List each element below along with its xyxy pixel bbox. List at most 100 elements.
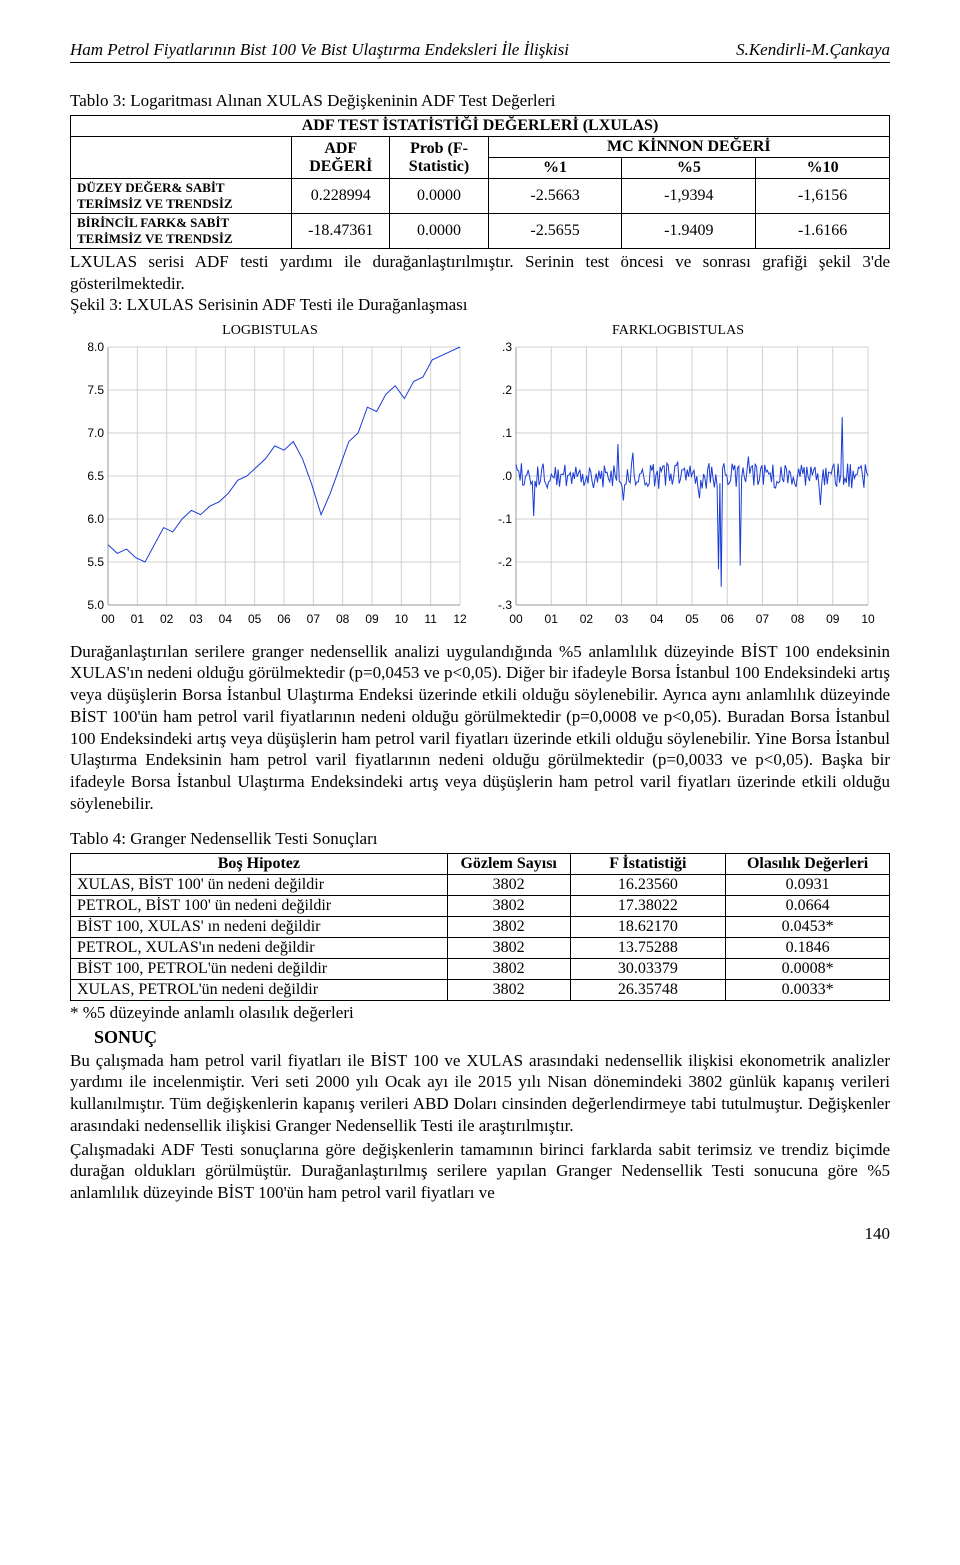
table-cell: BİST 100, XULAS' ın nedeni değildir <box>71 916 448 937</box>
para-after-t3: LXULAS serisi ADF testi yardımı ile dura… <box>70 251 890 295</box>
svg-text:06: 06 <box>277 612 291 626</box>
svg-text:08: 08 <box>791 612 805 626</box>
fig3-caption: Şekil 3: LXULAS Serisinin ADF Testi ile … <box>70 295 890 315</box>
table-row: BİST 100, XULAS' ın nedeni değildir38021… <box>71 916 890 937</box>
svg-text:09: 09 <box>365 612 379 626</box>
svg-text:00: 00 <box>509 612 523 626</box>
table-cell: 3802 <box>447 916 570 937</box>
figure-3: LOGBISTULAS 5.05.56.06.57.07.58.00001020… <box>70 319 890 629</box>
table-cell: 3802 <box>447 979 570 1000</box>
svg-text:6.0: 6.0 <box>87 512 104 526</box>
t3-r1-adf: -18.47361 <box>292 214 390 249</box>
svg-text:06: 06 <box>721 612 735 626</box>
table-cell: 13.75288 <box>570 937 726 958</box>
t3-row-0: DÜZEY DEĞER& SABİT TERİMSİZ VE TRENDSİZ … <box>71 179 890 214</box>
svg-text:.0: .0 <box>502 469 512 483</box>
table-cell: 3802 <box>447 874 570 895</box>
table-row: PETROL, BİST 100' ün nedeni değildir3802… <box>71 895 890 916</box>
table-cell: 3802 <box>447 958 570 979</box>
t3-r1-m10: -1.6166 <box>756 214 890 249</box>
svg-text:00: 00 <box>101 612 115 626</box>
table-cell: PETROL, XULAS'ın nedeni değildir <box>71 937 448 958</box>
svg-text:05: 05 <box>685 612 699 626</box>
svg-text:02: 02 <box>580 612 594 626</box>
table4: Boş Hipotez Gözlem Sayısı F İstatistiği … <box>70 853 890 1001</box>
t4-h2: F İstatistiği <box>570 853 726 874</box>
svg-text:.1: .1 <box>502 426 512 440</box>
table-cell: XULAS, BİST 100' ün nedeni değildir <box>71 874 448 895</box>
t3-r0-label: DÜZEY DEĞER& SABİT TERİMSİZ VE TRENDSİZ <box>71 179 292 214</box>
table-cell: 17.38022 <box>570 895 726 916</box>
table4-caption: Tablo 4: Granger Nedensellik Testi Sonuç… <box>70 829 890 849</box>
t3-col-prob: Prob (F-Statistic) <box>390 137 488 179</box>
t3-r0-m1: -2.5663 <box>488 179 622 214</box>
table-cell: 16.23560 <box>570 874 726 895</box>
chart-right-title: FARKLOGBISTULAS <box>478 323 878 339</box>
para-sonuc-2: Çalışmadaki ADF Testi sonuçlarına göre d… <box>70 1139 890 1204</box>
svg-text:11: 11 <box>424 612 437 626</box>
t3-row-1: BİRİNCİL FARK& SABİT TERİMSİZ VE TRENDSİ… <box>71 214 890 249</box>
section-sonuc: SONUÇ <box>70 1027 890 1048</box>
svg-text:02: 02 <box>160 612 174 626</box>
t3-sub-5: %5 <box>622 158 756 179</box>
svg-text:03: 03 <box>189 612 203 626</box>
svg-text:.2: .2 <box>502 383 512 397</box>
table-cell: 3802 <box>447 895 570 916</box>
t3-r0-adf: 0.228994 <box>292 179 390 214</box>
svg-text:-.2: -.2 <box>498 555 512 569</box>
table-cell: PETROL, BİST 100' ün nedeni değildir <box>71 895 448 916</box>
running-head-right: S.Kendirli-M.Çankaya <box>736 40 890 60</box>
svg-text:08: 08 <box>336 612 350 626</box>
svg-text:09: 09 <box>826 612 840 626</box>
t3-sub-1: %1 <box>488 158 622 179</box>
t4-h1: Gözlem Sayısı <box>447 853 570 874</box>
table3-caption: Tablo 3: Logaritması Alınan XULAS Değişk… <box>70 91 890 111</box>
table-cell: 30.03379 <box>570 958 726 979</box>
svg-text:8.0: 8.0 <box>87 340 104 354</box>
svg-text:5.5: 5.5 <box>87 555 104 569</box>
svg-text:04: 04 <box>650 612 664 626</box>
table-row: XULAS, BİST 100' ün nedeni değildir38021… <box>71 874 890 895</box>
t3-sub-10: %10 <box>756 158 890 179</box>
svg-text:.3: .3 <box>502 340 512 354</box>
svg-text:12: 12 <box>453 612 467 626</box>
svg-text:04: 04 <box>219 612 233 626</box>
svg-text:-.3: -.3 <box>498 598 512 612</box>
t3-r1-m5: -1.9409 <box>622 214 756 249</box>
svg-text:10: 10 <box>861 612 875 626</box>
table-cell: XULAS, PETROL'ün nedeni değildir <box>71 979 448 1000</box>
table4-footnote: * %5 düzeyinde anlamlı olasılık değerler… <box>70 1003 890 1023</box>
svg-text:7.5: 7.5 <box>87 383 104 397</box>
chart-logbistulas: LOGBISTULAS 5.05.56.06.57.07.58.00001020… <box>70 319 470 629</box>
table3: ADF TEST İSTATİSTİĞİ DEĞERLERİ (LXULAS) … <box>70 115 890 249</box>
table-row: XULAS, PETROL'ün nedeni değildir380226.3… <box>71 979 890 1000</box>
t3-r1-prob: 0.0000 <box>390 214 488 249</box>
svg-text:03: 03 <box>615 612 629 626</box>
svg-text:-.1: -.1 <box>498 512 512 526</box>
svg-text:5.0: 5.0 <box>87 598 104 612</box>
running-head-left: Ham Petrol Fiyatlarının Bist 100 Ve Bist… <box>70 40 569 60</box>
table-row: BİST 100, PETROL'ün nedeni değildir38023… <box>71 958 890 979</box>
table-cell: 0.0453* <box>726 916 890 937</box>
t4-h3: Olasılık Değerleri <box>726 853 890 874</box>
table-cell: 26.35748 <box>570 979 726 1000</box>
svg-text:07: 07 <box>756 612 770 626</box>
table-cell: 0.0033* <box>726 979 890 1000</box>
table-cell: 18.62170 <box>570 916 726 937</box>
t3-r0-m5: -1,9394 <box>622 179 756 214</box>
t3-r1-m1: -2.5655 <box>488 214 622 249</box>
table-cell: 0.0008* <box>726 958 890 979</box>
para-granger: Durağanlaştırılan serilere granger neden… <box>70 641 890 815</box>
table3-title: ADF TEST İSTATİSTİĞİ DEĞERLERİ (LXULAS) <box>71 116 890 137</box>
table-cell: BİST 100, PETROL'ün nedeni değildir <box>71 958 448 979</box>
t3-r1-label: BİRİNCİL FARK& SABİT TERİMSİZ VE TRENDSİ… <box>71 214 292 249</box>
t3-col-mc: MC KİNNON DEĞERİ <box>488 137 889 158</box>
chart-left-title: LOGBISTULAS <box>70 323 470 339</box>
t4-h0: Boş Hipotez <box>71 853 448 874</box>
svg-text:6.5: 6.5 <box>87 469 104 483</box>
svg-text:01: 01 <box>545 612 559 626</box>
svg-text:10: 10 <box>395 612 409 626</box>
t3-r0-prob: 0.0000 <box>390 179 488 214</box>
page-number: 140 <box>70 1224 890 1244</box>
svg-text:07: 07 <box>307 612 321 626</box>
